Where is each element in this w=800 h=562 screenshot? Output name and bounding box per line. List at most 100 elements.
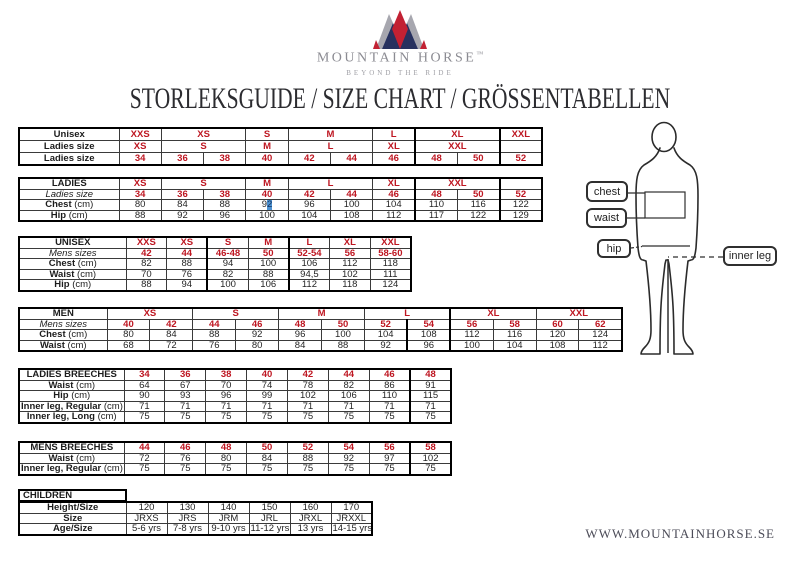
measurement-value-cell: 100 — [245, 209, 289, 222]
mens-breeches-size-table: MENS BREECHES 44 46 48 50 52 54 56 58 Waist (cm) 7… — [18, 441, 452, 476]
size-value-cell: 44 — [329, 152, 374, 166]
size-value-cell: 56 — [329, 247, 371, 260]
measurement-value-cell: 99 — [246, 390, 288, 402]
measurement-value-cell: 86 — [368, 379, 411, 391]
size-value-cell: S — [206, 236, 249, 249]
measurement-value-cell: 100 — [329, 199, 374, 211]
measurement-value-cell: JRXL — [289, 512, 332, 524]
measurement-value-cell: 80 — [118, 199, 162, 211]
size-value-cell: 34 — [123, 368, 166, 381]
size-value-cell: 46-48 — [206, 247, 249, 260]
size-value-cell: 38 — [203, 188, 247, 200]
measurement-value-cell: 100 — [247, 258, 290, 270]
row-label-cell: Height/Size — [18, 501, 127, 514]
measurement-value-cell: 106 — [288, 258, 331, 270]
size-value-cell: 40 — [106, 318, 151, 330]
row-label-cell: Inner leg, Long (cm) — [18, 411, 125, 423]
measurement-value-cell: 120 — [535, 329, 580, 341]
measurement-value-cell: 14-15 yrs — [330, 523, 373, 535]
measurement-value-cell: 88 — [203, 199, 247, 211]
measurement-value-cell: 71 — [123, 400, 166, 412]
size-value-cell: 52-54 — [288, 247, 331, 260]
measurement-value-cell: 94,5 — [288, 268, 331, 281]
chest-waist-measure-rect — [644, 191, 686, 219]
size-value-cell: 58 — [409, 441, 452, 454]
measurement-value-cell: 67 — [164, 379, 207, 391]
measurement-value-cell: 104 — [363, 329, 408, 341]
size-value-cell: XS — [118, 177, 162, 190]
measurement-value-cell: 92 — [327, 452, 370, 464]
body-silhouette-diagram — [627, 121, 723, 355]
row-label-cell: MENS BREECHES — [18, 441, 125, 454]
row-label-cell: Chest (cm) — [18, 329, 108, 341]
measurement-value-cell: 120 — [125, 501, 168, 514]
size-value-cell: XL — [329, 236, 371, 249]
measurement-value-cell: 122 — [499, 199, 543, 211]
measurement-value-cell: 68 — [106, 339, 151, 352]
measurement-value-cell: 70 — [205, 379, 248, 391]
measurement-value-cell: 76 — [164, 452, 207, 464]
row-label-cell: MEN — [18, 307, 108, 320]
measurement-value-cell: 75 — [205, 411, 248, 423]
measurement-value-cell: 130 — [166, 501, 209, 514]
measurement-value-cell: 80 — [235, 339, 280, 352]
row-label-cell: Age/Size — [18, 523, 127, 535]
measurement-value-cell: 72 — [123, 452, 166, 464]
size-value-cell: 40 — [245, 188, 289, 200]
measurement-value-cell: 118 — [369, 258, 412, 270]
size-value-cell: XL — [372, 139, 416, 154]
size-value-cell: 38 — [205, 368, 248, 381]
size-value-cell: 44 — [123, 441, 166, 454]
size-value-cell: M — [287, 127, 374, 141]
measurement-value-cell: 140 — [207, 501, 250, 514]
measurement-value-cell: 100 — [206, 279, 249, 292]
measurement-value-cell: JRXXL — [330, 512, 373, 524]
figure-label-inner-leg: inner leg — [723, 246, 777, 266]
measurement-value-cell: 104 — [492, 339, 537, 352]
ladies-size-table: LADIES XS S M L XL XXL Ladies size 34 36 38 40 42 44 4… — [18, 177, 543, 222]
measurement-value-cell: 110 — [368, 390, 411, 402]
measurement-value-cell: 93 — [164, 390, 207, 402]
measurement-value-cell: 112 — [449, 329, 494, 341]
measurement-value-cell: 100 — [449, 339, 494, 352]
size-value-cell: 34 — [118, 152, 162, 166]
size-value-cell: 48 — [414, 188, 458, 200]
measurement-value-cell: 13 yrs — [289, 523, 332, 535]
measurement-value-cell: 75 — [287, 411, 329, 423]
measurement-value-cell: 82 — [125, 258, 168, 270]
measurement-value-cell: 112 — [329, 258, 371, 270]
size-value-cell: 58-60 — [369, 247, 412, 260]
size-value-cell: 46 — [164, 441, 207, 454]
size-value-cell: XXL — [414, 139, 501, 154]
size-value-cell: M — [245, 177, 289, 190]
hip-connector-line — [630, 245, 643, 249]
measurement-value-cell: 71 — [287, 400, 329, 412]
measurement-value-cell: 94 — [206, 258, 249, 270]
men-size-table: MEN XS S M L XL XXL Mens sizes 40 42 44 46 48 50 52 54 5… — [18, 307, 623, 352]
size-value-cell: M — [278, 307, 365, 320]
measurement-value-cell: 92 — [363, 339, 408, 352]
measurement-value-cell: JRXS — [125, 512, 168, 524]
measurement-value-cell: 88 — [125, 279, 168, 292]
size-value-cell: 60 — [535, 318, 580, 330]
measurement-value-cell: 71 — [409, 400, 452, 412]
measurement-value-cell: 102 — [409, 452, 452, 464]
measurement-value-cell — [499, 177, 543, 190]
measurement-value-cell: 82 — [206, 268, 249, 281]
measurement-value-cell: 75 — [287, 463, 329, 475]
measurement-value-cell: 75 — [409, 411, 452, 423]
size-value-cell: 42 — [149, 318, 194, 330]
measurement-value-cell: 78 — [287, 379, 329, 391]
row-label-cell: LADIES — [18, 177, 120, 190]
size-value-cell: 48 — [205, 441, 248, 454]
measurement-value-cell: 80 — [106, 329, 151, 341]
brand-tagline: BEYOND THE RIDE — [346, 69, 454, 77]
size-value-cell: 48 — [409, 368, 452, 381]
measurement-value-cell: 100 — [321, 329, 365, 341]
size-value-cell: 46 — [368, 368, 411, 381]
size-value-cell: 48 — [278, 318, 323, 330]
measurement-value-cell: 75 — [327, 463, 370, 475]
measurement-value-cell: 71 — [246, 400, 288, 412]
measurement-value-cell: 74 — [246, 379, 288, 391]
measurement-value-cell: JRM — [207, 512, 250, 524]
